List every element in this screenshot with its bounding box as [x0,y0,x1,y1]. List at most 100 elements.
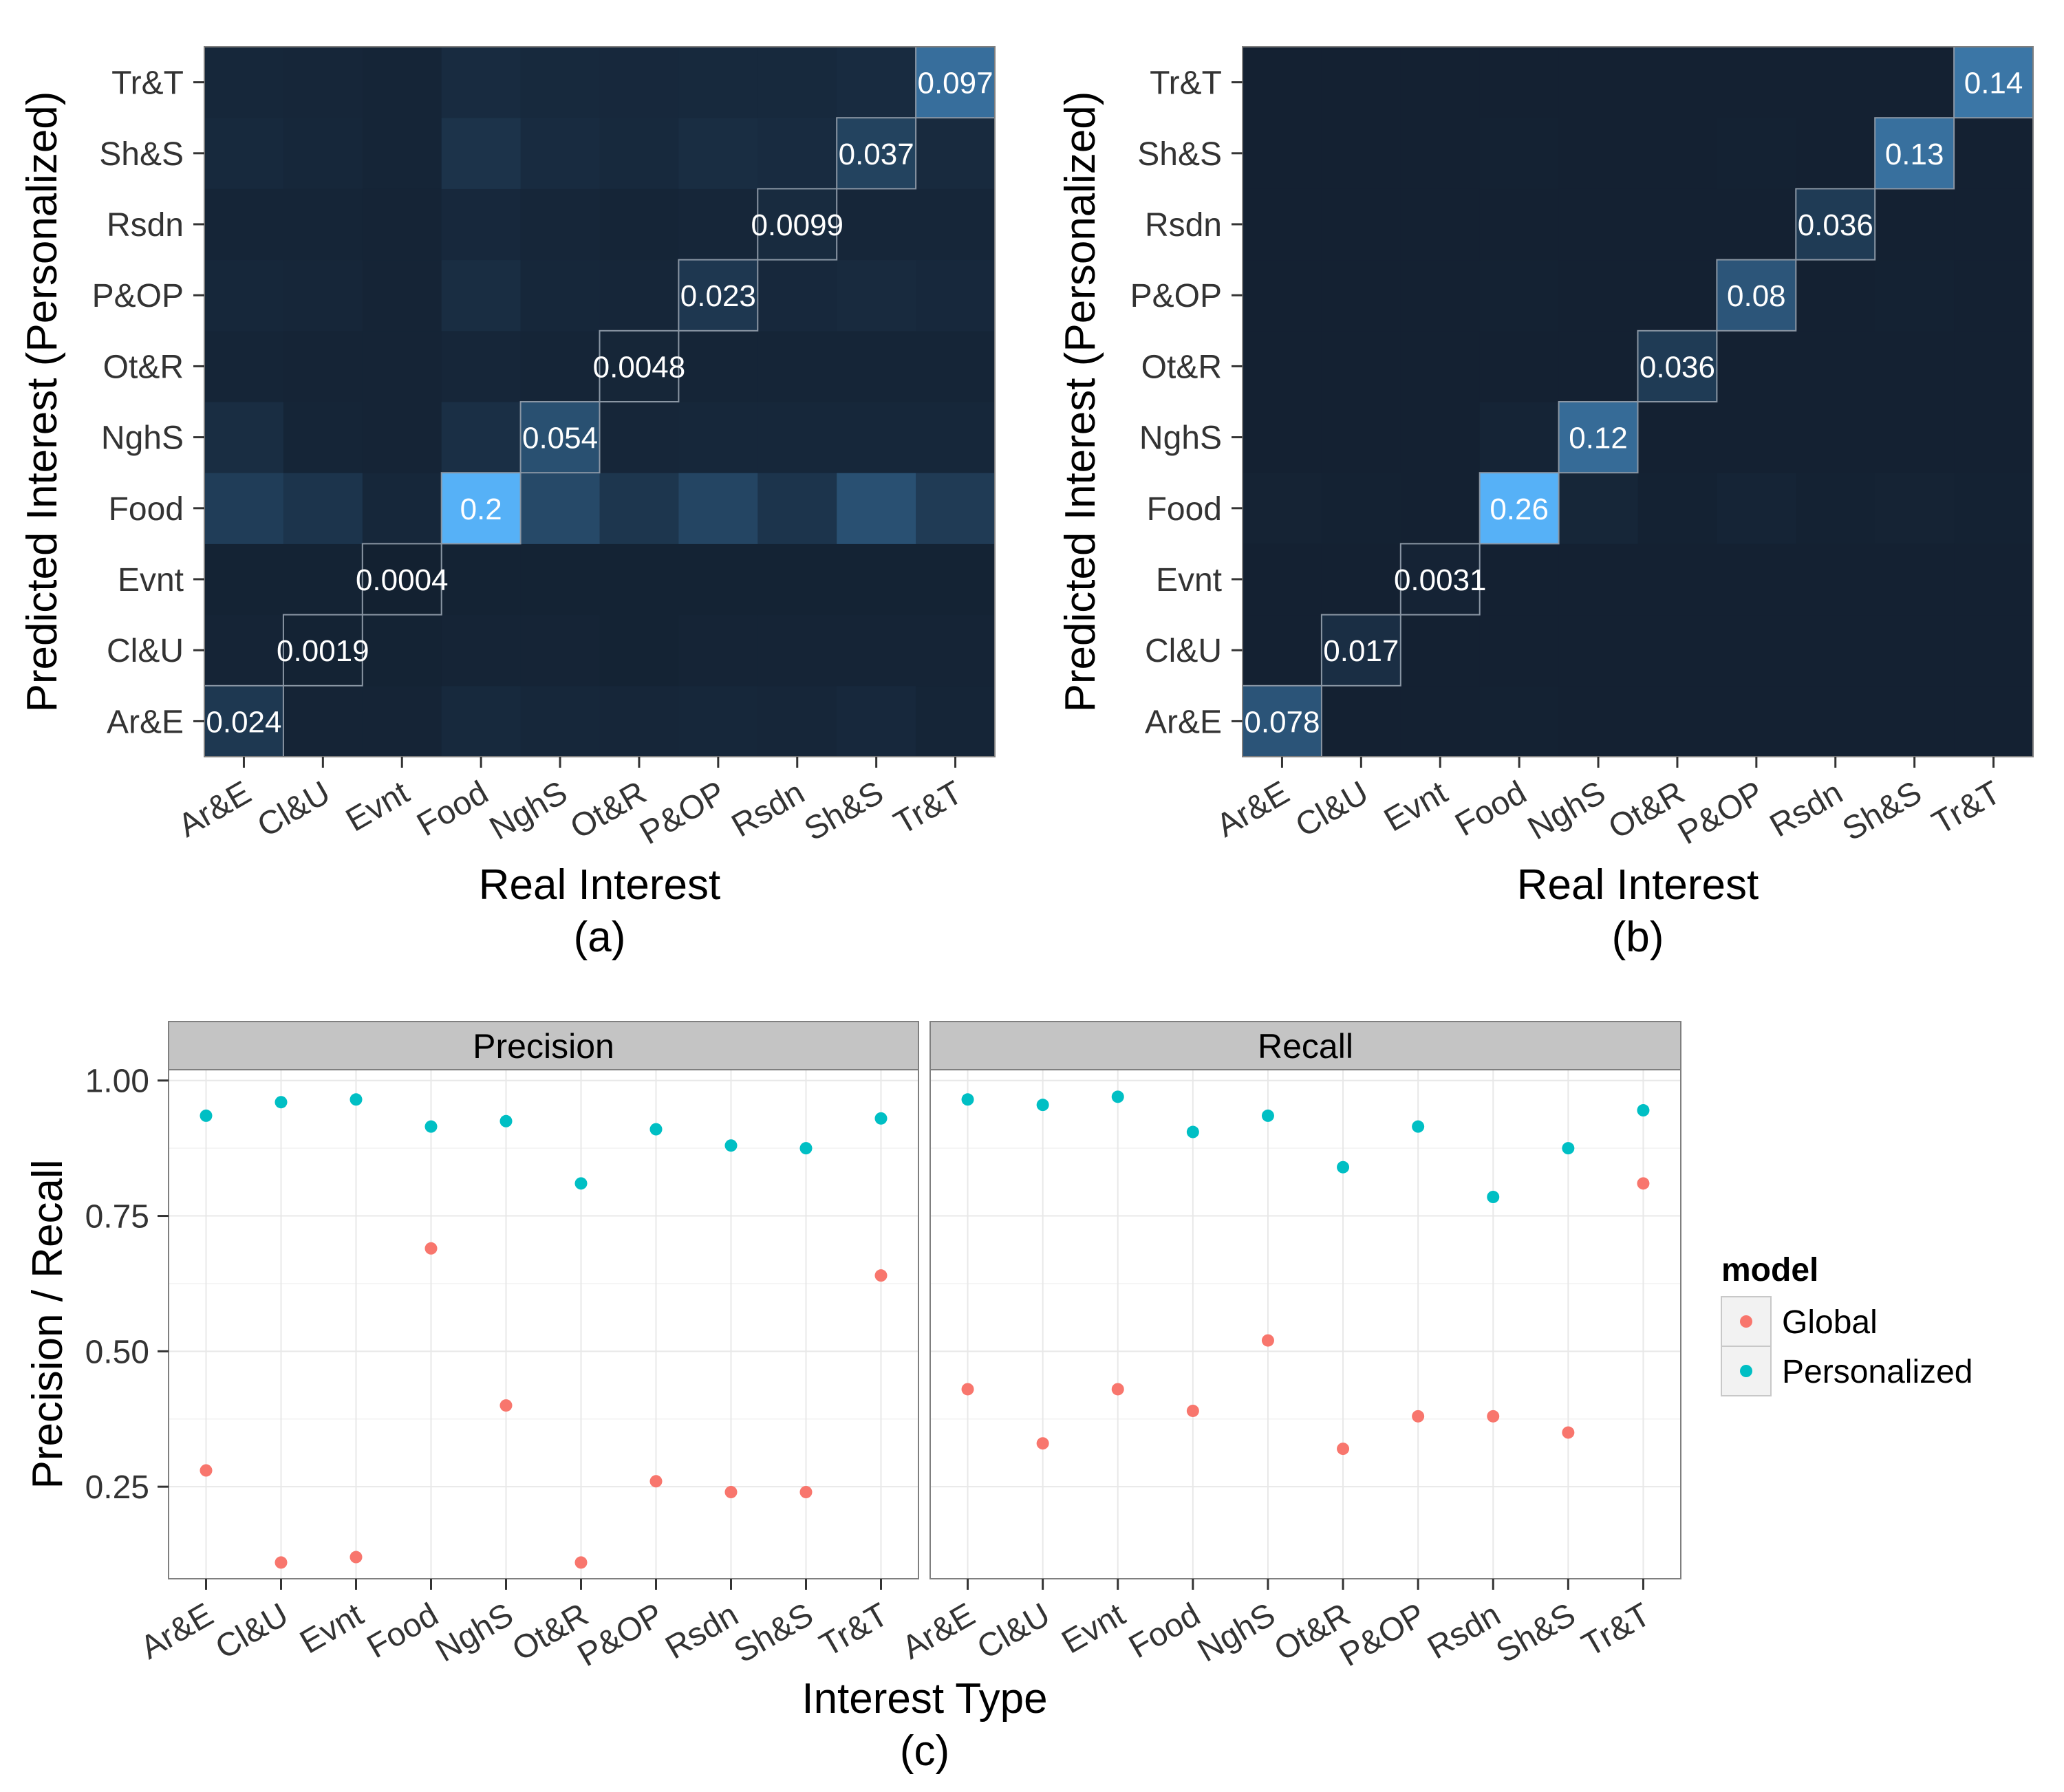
heatmap-cell [1717,47,1796,118]
heatmap-cell [916,330,996,402]
point-personalized [1111,1090,1124,1103]
heatmap-cell [520,402,600,473]
x-tick-label: P&OP [1672,775,1770,852]
x-tick-label: Rsdn [726,775,811,845]
heatmap-cell [599,118,679,189]
point-personalized [649,1123,663,1136]
heatmap-cell [837,259,916,332]
facet-strip-label: Recall [1258,1027,1353,1066]
heatmap-cell [1637,259,1717,332]
heatmap-cell [757,402,837,473]
heatmap-cell [599,47,679,118]
heatmap-cell [520,614,600,687]
heatmap-cell [916,118,996,189]
heatmap-cell [204,259,284,332]
x-tick-label: Tr&T [1576,1597,1657,1664]
heatmap-cell [1243,402,1322,473]
heatmap-cell [916,259,996,332]
heatmap-cell [1954,330,2034,402]
point-personalized [499,1114,513,1127]
x-axis-title: Real Interest [479,861,721,909]
heatmap-cell [1717,259,1796,332]
point-personalized [1186,1125,1199,1138]
legend-entry-label: Personalized [1782,1354,1973,1390]
heatmap-cell [1243,47,1322,118]
heatmap-cell [362,259,442,332]
panel-border [1242,46,2034,757]
heatmap-cell [204,473,284,544]
heatmap-cell [837,473,916,544]
point-personalized [200,1109,213,1122]
heatmap-cell [678,330,758,402]
x-tick-label: Sh&S [1490,1597,1582,1670]
heatmap-cell [441,47,522,118]
heatmap-cell [1796,473,1875,544]
heatmap-cell [520,685,600,757]
heatmap-cell [1796,330,1875,402]
heatmap-cell [1479,188,1560,261]
heatmap-cell [1796,47,1875,118]
point-global [961,1383,974,1396]
heatmap-cell [283,473,363,544]
point-personalized [1637,1104,1650,1117]
heatmap-cell [1243,685,1322,757]
heatmap-cell [1400,473,1481,544]
panel-border [204,46,996,757]
heatmap-cell [1558,259,1638,332]
diagonal-cell-label: 0.078 [1244,705,1320,739]
diagonal-cell-outline [440,472,522,545]
y-tick-label: Cl&U [1145,633,1222,669]
heatmap-cell [599,188,679,261]
heatmap-cell [757,118,837,189]
heatmap-cell [1875,402,1955,473]
x-tick-label: Food [1123,1597,1206,1666]
diagonal-cell-label: 0.036 [1798,208,1873,242]
diagonal-cell-label: 0.023 [680,279,756,313]
heatmap-cell [1321,47,1401,118]
heatmap-cell [204,543,284,616]
heatmap-cell [362,543,442,616]
y-tick-label: P&OP [92,278,184,314]
point-global [1337,1443,1350,1456]
heatmap-cell [1796,402,1875,473]
heatmap-cell [1321,330,1401,402]
heatmap-cell [1875,118,1955,189]
y-tick-label: NghS [1139,420,1222,457]
diagonal-cell-label: 0.12 [1569,422,1628,455]
heatmap-cell [204,402,284,473]
point-personalized [724,1139,738,1152]
heatmap-cell [1875,473,1955,544]
heatmap-cell [1796,543,1875,616]
facet-strip-label: Precision [473,1027,614,1066]
x-tick-label: Food [411,775,494,844]
heatmap-cell [441,118,522,189]
point-personalized [350,1093,363,1106]
diagonal-cell-label: 0.0019 [277,634,369,668]
x-axis-title: Real Interest [1517,861,1759,909]
heatmap-cell [1954,473,2034,544]
heatmap-cell [757,188,837,261]
facet-strip [168,1021,919,1070]
x-tick-label: Ar&E [134,1597,219,1667]
heatmap-cell [283,402,363,473]
heatmap-cell [362,473,442,544]
heatmap-cell [599,685,679,757]
legend-key-point [1740,1315,1752,1328]
heatmap-cell [1558,473,1638,544]
diagonal-cell-outline [1399,543,1481,616]
heatmap-cell [441,685,522,757]
heatmap-cell [757,685,837,757]
heatmap-cell [204,118,284,189]
point-global [1111,1383,1124,1396]
heatmap-cell [1321,614,1401,687]
heatmap-cell [1321,685,1401,757]
heatmap-cell [1321,402,1401,473]
x-tick-label: Sh&S [1836,775,1928,848]
y-tick-label: Rsdn [107,207,184,244]
y-tick-label: Sh&S [1137,136,1222,173]
diagonal-cell-label: 0.0099 [751,208,843,242]
heatmap-cell [1954,543,2034,616]
heatmap-cell [1796,188,1875,261]
